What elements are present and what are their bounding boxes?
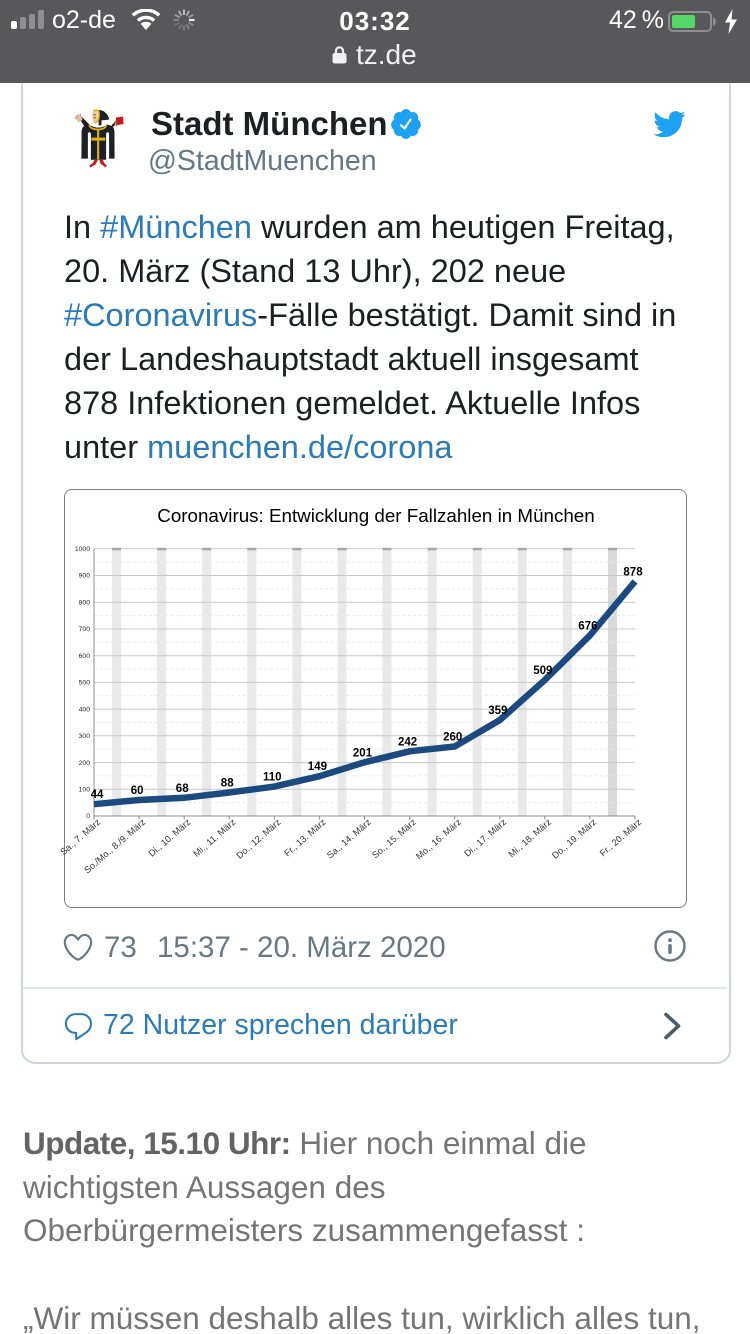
svg-text:878: 878 bbox=[623, 566, 643, 578]
svg-text:149: 149 bbox=[308, 761, 327, 773]
svg-text:Fr., 13. März: Fr., 13. März bbox=[282, 817, 328, 859]
svg-text:800: 800 bbox=[79, 599, 91, 606]
svg-text:110: 110 bbox=[263, 772, 282, 784]
svg-text:44: 44 bbox=[91, 789, 104, 801]
svg-text:359: 359 bbox=[488, 705, 507, 717]
svg-text:Mo., 16. März: Mo., 16. März bbox=[414, 817, 463, 862]
svg-text:1000: 1000 bbox=[75, 546, 90, 553]
svg-text:Mi., 18. März: Mi., 18. März bbox=[506, 817, 553, 860]
svg-text:400: 400 bbox=[79, 706, 91, 713]
svg-text:So., 15. März: So., 15. März bbox=[370, 817, 418, 861]
svg-text:68: 68 bbox=[176, 783, 189, 795]
svg-text:500: 500 bbox=[79, 680, 91, 687]
svg-text:260: 260 bbox=[443, 732, 462, 744]
svg-text:88: 88 bbox=[221, 778, 234, 790]
svg-text:Do., 12. März: Do., 12. März bbox=[234, 817, 282, 861]
svg-text:300: 300 bbox=[79, 733, 91, 740]
svg-text:Do., 19. März: Do., 19. März bbox=[550, 817, 598, 861]
svg-text:Di., 10. März: Di., 10. März bbox=[147, 817, 193, 859]
svg-text:676: 676 bbox=[578, 620, 597, 632]
svg-text:509: 509 bbox=[533, 665, 552, 677]
svg-text:100: 100 bbox=[79, 787, 91, 794]
svg-text:201: 201 bbox=[353, 747, 373, 759]
svg-text:Di., 17. März: Di., 17. März bbox=[462, 817, 508, 859]
svg-text:242: 242 bbox=[398, 736, 417, 748]
svg-text:Sa., 7. März: Sa., 7. März bbox=[60, 817, 103, 857]
svg-text:Fr., 20. März: Fr., 20. März bbox=[598, 817, 644, 859]
svg-text:700: 700 bbox=[79, 626, 91, 633]
svg-text:Coronavirus: Entwicklung der F: Coronavirus: Entwicklung der Fallzahlen … bbox=[157, 505, 594, 526]
svg-text:900: 900 bbox=[79, 573, 91, 580]
svg-text:200: 200 bbox=[79, 760, 91, 767]
svg-text:Mi., 11. März: Mi., 11. März bbox=[191, 817, 237, 859]
svg-text:Sa., 14. März: Sa., 14. März bbox=[325, 817, 373, 861]
svg-text:600: 600 bbox=[79, 653, 91, 660]
svg-text:60: 60 bbox=[131, 785, 144, 797]
svg-text:0: 0 bbox=[86, 813, 90, 820]
